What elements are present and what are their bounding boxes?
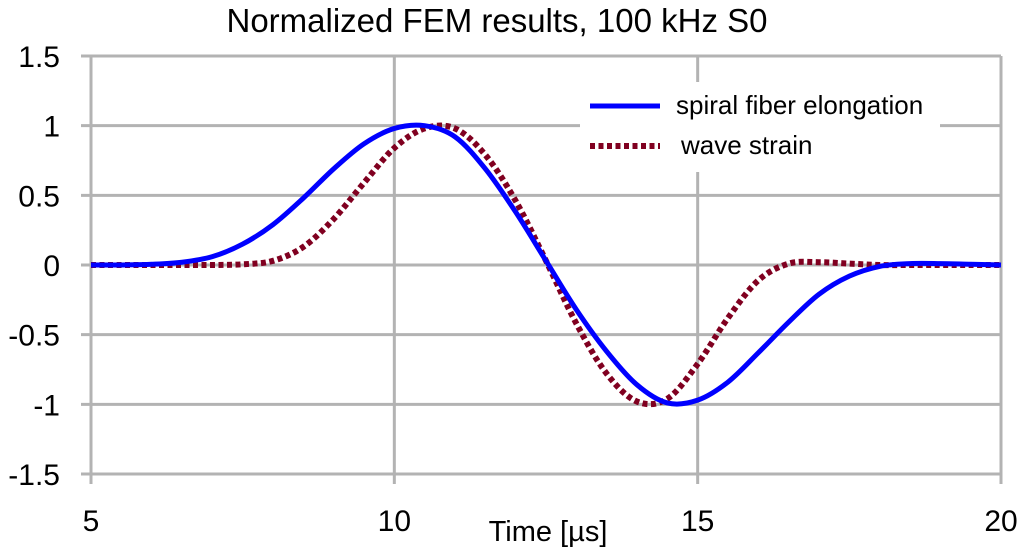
y-tick-label: 1 xyxy=(43,111,60,144)
y-tick-label: -1.5 xyxy=(8,459,60,492)
legend-background xyxy=(580,82,940,172)
legend-label-spiral-fiber-elongation: spiral fiber elongation xyxy=(676,90,923,120)
x-axis-label: Time [µs] xyxy=(489,516,608,548)
chart-title: Normalized FEM results, 100 kHz S0 xyxy=(226,2,767,39)
y-tick-label: -0.5 xyxy=(8,320,60,353)
y-tick-label: -1 xyxy=(33,389,60,422)
legend: spiral fiber elongation wave strain xyxy=(580,82,940,172)
series-line-spiral-fiber-elongation xyxy=(90,122,1002,407)
y-tick-label: 1.5 xyxy=(18,41,60,74)
grid xyxy=(81,54,1003,484)
legend-label-wave-strain: wave strain xyxy=(680,130,813,160)
x-tick-label: 10 xyxy=(378,505,411,538)
series-lines xyxy=(90,122,1002,408)
x-tick-label: 20 xyxy=(984,505,1017,538)
x-tick-label: 15 xyxy=(681,505,714,538)
y-tick-label: 0.5 xyxy=(18,180,60,213)
y-tick-label: 0 xyxy=(43,250,60,283)
x-tick-label: 5 xyxy=(83,505,100,538)
tick-labels: 1.5 1 0.5 0 -0.5 -1 -1.5 5 10 15 20 xyxy=(8,41,1017,538)
